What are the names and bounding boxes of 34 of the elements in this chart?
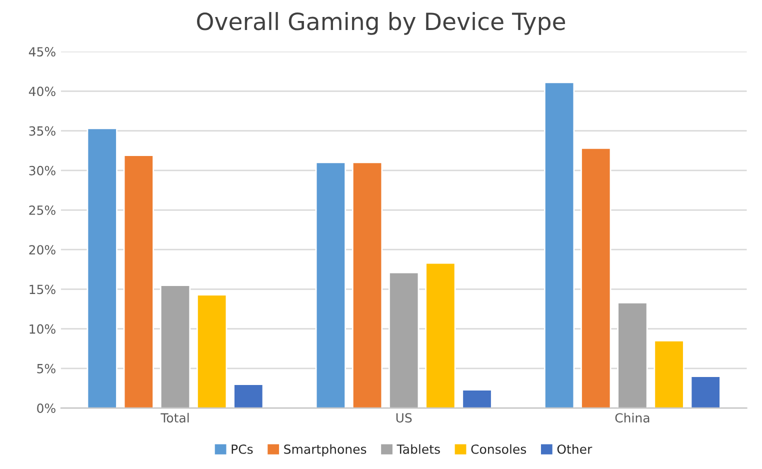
x-tick-label: US [396, 413, 412, 423]
y-tick-label: 20% [29, 245, 56, 255]
y-tick-label: 10% [30, 324, 56, 334]
bar [352, 162, 383, 408]
legend-label: Smartphones [284, 444, 366, 456]
chart-title: Overall Gaming by Device Type [197, 12, 566, 35]
x-tick-label: Total [160, 412, 189, 423]
bar [425, 262, 456, 408]
y-tick-label: 15% [30, 284, 56, 294]
bar [196, 294, 228, 408]
bar [233, 384, 264, 408]
y-tick-label: 45% [28, 47, 56, 57]
y-tick-label: 30% [29, 166, 56, 176]
y-tick-label: 35% [29, 126, 56, 136]
bar [617, 302, 648, 408]
bar [86, 128, 118, 408]
bar [544, 82, 575, 408]
legend-label: Consoles [471, 444, 526, 454]
y-tick-label: 40% [28, 86, 56, 96]
bar [123, 154, 154, 408]
y-tick-label: 25% [29, 205, 56, 215]
bar [315, 162, 346, 408]
legend-label: PCs [232, 444, 253, 454]
legend-label: Other [557, 444, 592, 454]
bar [654, 340, 684, 408]
bar [462, 389, 492, 408]
bar [388, 272, 420, 408]
legend-label: Tablets [396, 444, 440, 454]
bar [690, 376, 721, 408]
y-tick-label: 5% [37, 364, 56, 374]
x-tick-label: China [615, 412, 650, 423]
bar [160, 284, 191, 408]
y-tick-label: 0% [37, 404, 56, 413]
bar [580, 148, 612, 408]
